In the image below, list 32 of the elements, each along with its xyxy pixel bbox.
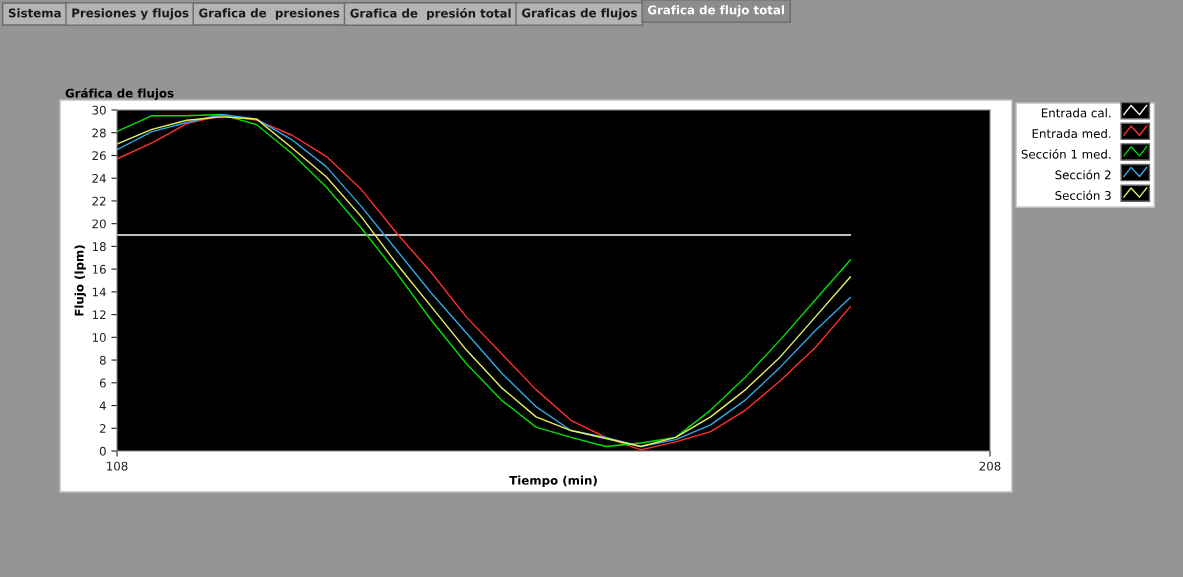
y-tick-label: 22 xyxy=(92,196,106,206)
text: Sistema xyxy=(8,8,61,18)
y-tick-label: 30 xyxy=(92,105,106,115)
y-tick-label: 10 xyxy=(92,333,106,342)
y-tick-label: 24 xyxy=(92,173,106,183)
chart-title: Gráfica de flujos xyxy=(65,88,174,100)
y-tick-label: 16 xyxy=(92,264,106,274)
y-tick-label: 8 xyxy=(99,355,106,365)
legend-label: Sección 2 xyxy=(1055,169,1111,180)
y-axis-title: Flujo (lpm) xyxy=(74,245,87,316)
legend-label: Entrada med. xyxy=(1032,128,1111,139)
text: Grafica de flujo total xyxy=(647,5,784,17)
y-tick-label: 0 xyxy=(99,446,106,456)
text: Graficas de flujos xyxy=(521,8,637,20)
y-tick-label: 14 xyxy=(92,287,106,297)
y-tick-label: 18 xyxy=(92,242,106,252)
legend-label: Entrada cal. xyxy=(1041,108,1111,118)
text: Grafica de presión total xyxy=(350,8,511,20)
x-tick-label: 108 xyxy=(107,461,128,471)
legend-label: Sección 1 med. xyxy=(1021,149,1111,159)
y-tick-label: 4 xyxy=(99,401,106,411)
y-tick-label: 20 xyxy=(92,219,106,229)
y-tick-label: 6 xyxy=(99,378,106,388)
text: Presiones y flujos xyxy=(72,8,189,20)
y-tick-label: 2 xyxy=(99,423,106,433)
text: Grafica de presiones xyxy=(199,8,340,20)
x-axis-title: Tiempo (min) xyxy=(509,475,597,488)
legend-label: Sección 3 xyxy=(1055,190,1111,200)
y-tick-label: 26 xyxy=(92,151,106,161)
y-tick-label: 12 xyxy=(92,310,106,320)
y-tick-label: 28 xyxy=(92,128,106,138)
x-tick-label: 208 xyxy=(979,461,1001,471)
